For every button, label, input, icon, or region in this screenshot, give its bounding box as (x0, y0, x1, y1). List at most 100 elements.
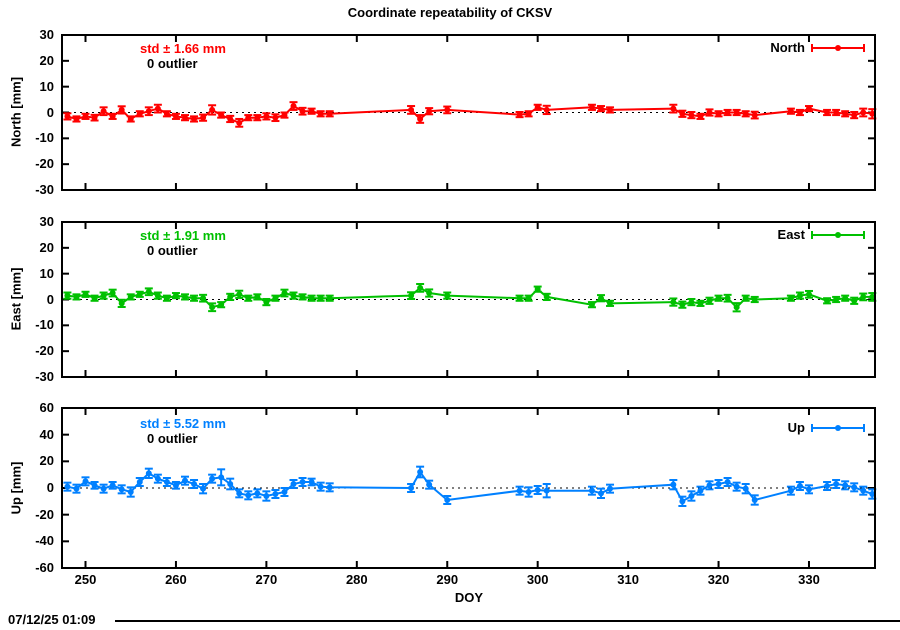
east-data-point (145, 288, 152, 295)
x-tick-label: 250 (74, 572, 97, 587)
east-data-point (525, 295, 532, 302)
north-data-point (715, 110, 722, 117)
east-data-point (209, 304, 216, 311)
north-data-point (525, 110, 532, 117)
up-data-point (100, 485, 107, 492)
up-data-point (588, 487, 595, 494)
east-data-point (317, 295, 324, 302)
east-data-point (100, 292, 107, 299)
east-y-tick-label: 30 (39, 214, 54, 229)
up-data-point (326, 484, 333, 491)
up-data-point (543, 487, 550, 494)
up-data-point (697, 487, 704, 494)
east-data-point (842, 295, 849, 302)
east-data-point (272, 295, 279, 302)
north-y-tick-label: 0 (46, 104, 54, 120)
east-data-point (787, 295, 794, 302)
east-data-point (118, 300, 125, 307)
east-data-point (73, 293, 80, 300)
up-data-point (263, 493, 270, 499)
north-data-point (688, 112, 695, 119)
north-data-point (516, 111, 523, 118)
north-data-point (317, 110, 324, 117)
north-data-point (100, 108, 107, 115)
up-data-point (851, 484, 858, 491)
east-y-tick-label: 20 (39, 239, 54, 255)
east-data-point (697, 300, 704, 307)
north-data-point (145, 108, 152, 115)
up-y-tick-label: -20 (35, 506, 54, 522)
panel-east (61, 221, 877, 378)
north-data-point (209, 106, 216, 113)
east-data-point (172, 292, 179, 299)
up-data-point (191, 481, 198, 487)
north-data-point (543, 106, 550, 113)
north-data-point (181, 114, 188, 121)
up-data-point (833, 481, 840, 487)
x-tick-label: 330 (798, 572, 820, 587)
north-panel-border (61, 34, 876, 191)
east-data-point (326, 295, 333, 302)
bottom-rule (115, 620, 900, 622)
up-data-point (525, 489, 532, 495)
north-data-point (588, 104, 595, 111)
up-data-point (516, 487, 523, 494)
up-data-point (444, 497, 451, 503)
north-data-point (218, 112, 225, 119)
east-data-point (236, 291, 243, 298)
north-data-point (534, 104, 541, 111)
up-data-point (417, 469, 424, 475)
north-data-point (290, 103, 297, 110)
up-data-point (163, 479, 170, 485)
up-data-point (688, 493, 695, 499)
east-data-point (281, 290, 288, 297)
up-std-label: std ± 5.52 mm (140, 416, 226, 431)
up-data-point (254, 490, 261, 497)
up-data-point (73, 485, 80, 492)
up-data-point (597, 490, 604, 497)
up-y-tick-label: 20 (39, 453, 54, 469)
up-data-point (534, 487, 541, 493)
panel-north (61, 34, 877, 191)
north-legend-label: North (770, 40, 805, 55)
up-data-point (869, 491, 876, 497)
north-data-point (73, 115, 80, 122)
north-data-point (679, 110, 686, 117)
up-data-point (200, 485, 207, 492)
north-data-point (706, 109, 713, 116)
east-data-point (751, 296, 758, 303)
north-y-tick-label: 30 (39, 27, 54, 42)
up-data-point (824, 483, 831, 489)
north-data-point (245, 114, 252, 121)
east-data-point (534, 286, 541, 293)
up-data-point (82, 478, 89, 485)
x-axis-label: DOY (454, 590, 484, 605)
east-legend-label: East (777, 227, 805, 242)
up-y-tick-label: 60 (39, 400, 54, 415)
east-y-tick-label: -10 (35, 317, 54, 333)
north-data-point (842, 110, 849, 117)
east-data-point (742, 295, 749, 302)
north-data-point (299, 108, 306, 115)
up-data-point (796, 483, 803, 489)
east-data-point (181, 293, 188, 300)
up-legend-sample (811, 424, 865, 432)
panel-up (61, 407, 877, 569)
up-data-point (118, 486, 125, 493)
east-data-point (200, 295, 207, 302)
north-y-tick-label: 10 (39, 78, 54, 94)
north-data-point (236, 119, 243, 126)
x-tick-label: 290 (436, 572, 459, 587)
x-tick-label: 260 (165, 572, 187, 587)
east-data-point (299, 293, 306, 300)
north-data-point (851, 112, 858, 119)
east-data-point (426, 290, 433, 297)
north-data-point (82, 113, 89, 120)
up-data-point (860, 487, 867, 494)
east-data-point (516, 295, 523, 302)
up-data-point (236, 490, 243, 497)
x-tick-label: 320 (707, 572, 730, 587)
east-data-point (82, 291, 89, 298)
east-data-point (290, 292, 297, 299)
east-y-tick-label: -20 (35, 343, 54, 359)
